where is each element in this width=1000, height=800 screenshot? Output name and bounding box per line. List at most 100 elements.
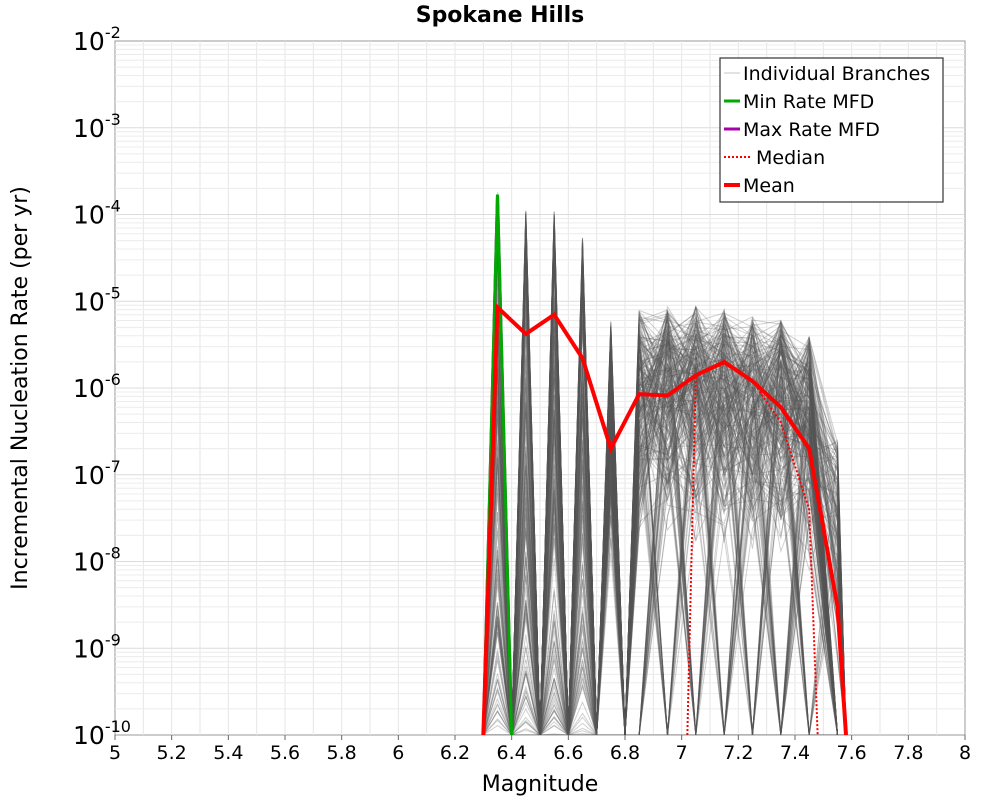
legend-label-individual-branches: Individual Branches	[743, 63, 930, 85]
branch-line	[482, 239, 847, 735]
branch-line	[482, 249, 847, 735]
x-tick-label: 6	[392, 742, 404, 764]
branch-line	[482, 221, 846, 735]
branch-line	[482, 230, 846, 735]
branch-line	[482, 240, 847, 735]
branch-line	[482, 336, 847, 735]
branch-line	[483, 213, 846, 735]
branch-line	[482, 226, 846, 735]
branch-line	[482, 241, 846, 735]
branch-line	[482, 211, 846, 735]
branch-line	[482, 209, 846, 735]
x-tick-label: 5.2	[157, 742, 187, 764]
branch-line	[482, 223, 847, 735]
branch-line	[483, 324, 846, 735]
branch-line	[482, 316, 846, 735]
branch-line	[482, 198, 847, 735]
branch-line	[482, 230, 847, 735]
branch-line	[482, 245, 847, 735]
legend-label-min-rate-mfd: Min Rate MFD	[743, 91, 874, 113]
branch-line	[482, 237, 847, 735]
y-tick-label: 10-2	[73, 23, 121, 56]
branch-line	[482, 292, 847, 735]
x-tick-label: 5	[109, 742, 121, 764]
branch-line	[483, 353, 847, 735]
branch-line	[483, 324, 847, 735]
branch-line	[483, 246, 846, 735]
branch-line	[482, 265, 847, 735]
branch-line	[483, 240, 846, 735]
branch-line	[482, 213, 846, 735]
branch-line	[483, 311, 847, 735]
branch-line	[482, 322, 847, 735]
branch-line	[483, 214, 846, 735]
branch-line	[482, 245, 846, 735]
branch-line	[482, 196, 846, 735]
branch-line	[483, 310, 847, 735]
branch-line	[482, 313, 847, 735]
branch-line	[483, 241, 846, 735]
branch-line	[483, 217, 847, 735]
branch-line	[483, 241, 846, 735]
branch-line	[482, 253, 847, 735]
branch-line	[482, 241, 847, 735]
branch-line	[482, 236, 846, 735]
branch-line	[483, 306, 847, 735]
branch-line	[483, 249, 846, 735]
branch-line	[482, 199, 846, 735]
branch-line	[482, 200, 846, 735]
legend-label-median: Median	[756, 147, 825, 169]
legend-label-max-rate-mfd: Max Rate MFD	[743, 119, 880, 141]
branch-line	[482, 240, 847, 735]
gridlines	[115, 41, 965, 735]
branch-line	[482, 233, 847, 735]
branch-line	[482, 210, 847, 735]
branch-line	[482, 308, 847, 735]
branch-line	[483, 211, 846, 735]
branch-line	[482, 323, 846, 735]
branch-line	[482, 213, 847, 735]
branch-line	[482, 332, 846, 735]
branch-line	[482, 218, 847, 735]
branch-line	[482, 214, 846, 735]
branch-line	[482, 213, 846, 735]
branch-line	[482, 202, 846, 735]
branch-line	[482, 253, 846, 735]
x-axis-label: Magnitude	[482, 772, 599, 797]
legend-label-mean: Mean	[743, 175, 795, 197]
branch-line	[483, 235, 846, 735]
branch-line	[483, 315, 847, 735]
branch-line	[482, 353, 846, 735]
branch-line	[482, 232, 847, 735]
branch-line	[482, 216, 846, 735]
branch-line	[482, 340, 847, 735]
branch-line	[483, 235, 846, 735]
branch-line	[482, 214, 846, 735]
branch-line	[482, 240, 846, 735]
y-tick-label: 10-5	[73, 283, 121, 316]
branch-line	[482, 206, 846, 735]
branch-line	[482, 192, 846, 735]
branch-line	[482, 308, 847, 735]
branch-line	[483, 345, 847, 735]
branch-line	[483, 219, 847, 735]
branch-line	[482, 221, 846, 735]
branch-line	[483, 238, 847, 735]
branch-line	[482, 298, 847, 735]
branch-line	[483, 214, 846, 735]
x-axis-ticks: 5 5.2 5.4 5.6 5.8 6 6.2 6.4 6.6 6.8 7 7.2 7.4 7.6 7.8 8	[109, 735, 971, 764]
x-tick-label: 6.6	[553, 742, 583, 764]
branch-line	[482, 331, 846, 735]
branch-line	[482, 223, 846, 735]
branch-line	[483, 263, 846, 735]
branch-line	[482, 233, 846, 735]
branch-line	[482, 210, 847, 735]
branch-line	[482, 331, 846, 735]
branch-line	[482, 352, 847, 735]
branch-line	[482, 213, 846, 735]
branch-line	[483, 235, 847, 735]
y-tick-label: 10-6	[73, 370, 121, 403]
branch-line	[483, 247, 847, 735]
branch-line	[482, 234, 846, 735]
